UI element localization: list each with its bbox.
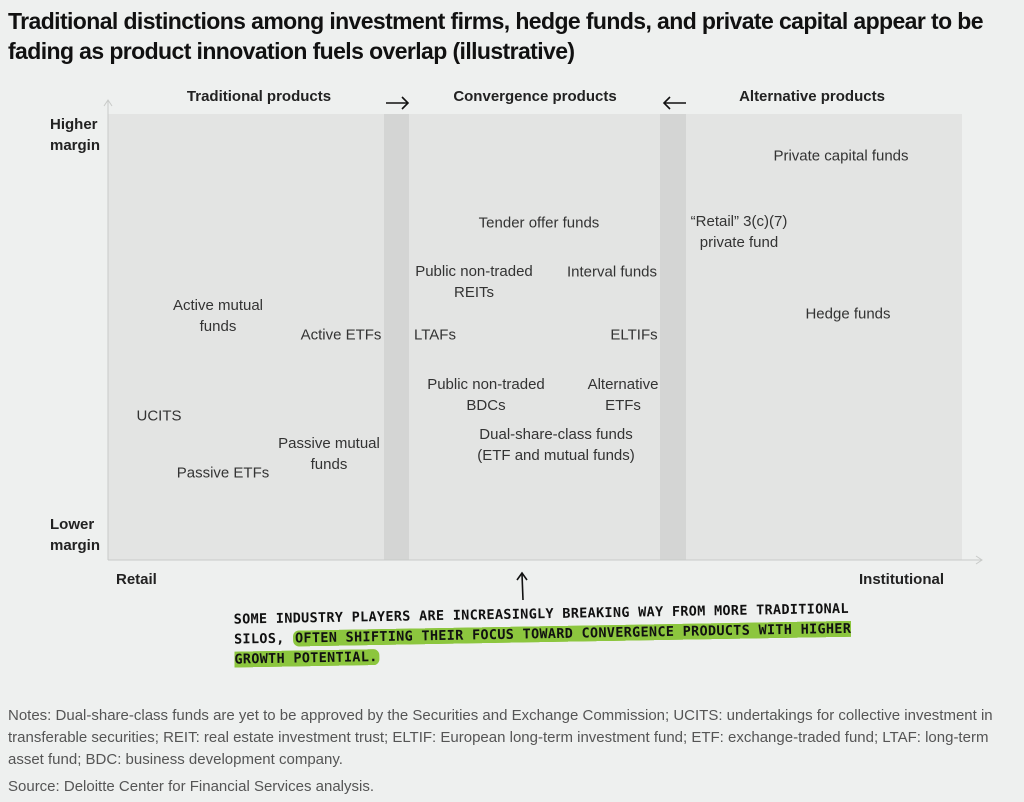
product-label: Active mutual funds xyxy=(172,297,264,335)
separator-band xyxy=(384,114,409,560)
product-label: Public non-traded BDCs xyxy=(427,376,545,414)
notes: Notes: Dual-share-class funds are yet to… xyxy=(8,707,993,768)
column-label: Convergence products xyxy=(453,88,617,105)
convergence-region xyxy=(409,114,660,560)
arrows xyxy=(386,96,686,601)
product-label: Passive ETFs xyxy=(176,464,270,482)
y-axis-top: Higher margin xyxy=(50,116,101,154)
product-label: Interval funds xyxy=(566,263,658,281)
product-label: LTAFs xyxy=(414,326,456,344)
column-label: Traditional products xyxy=(186,88,332,105)
product-label: Alternative ETFs xyxy=(587,376,659,414)
traditional-region xyxy=(108,114,384,560)
source: Source: Deloitte Center for Financial Se… xyxy=(8,778,374,795)
product-label: Tender offer funds xyxy=(478,214,600,232)
product-label: Private capital funds xyxy=(773,147,909,165)
product-label: “Retail” 3(c)(7) private fund xyxy=(690,213,788,251)
title: Traditional distinctions among investmen… xyxy=(8,8,984,64)
product-label: ELTIFs xyxy=(610,326,658,344)
product-label: Dual-share-class funds (ETF and mutual f… xyxy=(477,426,635,464)
annotation: SOME INDUSTRY PLAYERS ARE INCREASINGLY B… xyxy=(234,598,875,669)
x-axis-left: Retail xyxy=(116,571,157,588)
product-label: Hedge funds xyxy=(805,305,891,323)
product-label: UCITS xyxy=(136,407,182,425)
separator-band xyxy=(660,114,686,560)
x-axis-right: Institutional xyxy=(859,571,944,588)
alternative-region xyxy=(686,114,962,560)
product-label: Active ETFs xyxy=(300,326,382,344)
column-label: Alternative products xyxy=(739,88,885,105)
product-label: Public non-traded REITs xyxy=(415,263,533,301)
y-axis-bottom: Lower margin xyxy=(50,516,101,554)
product-label: Passive mutual funds xyxy=(278,435,380,473)
axes xyxy=(103,99,983,565)
